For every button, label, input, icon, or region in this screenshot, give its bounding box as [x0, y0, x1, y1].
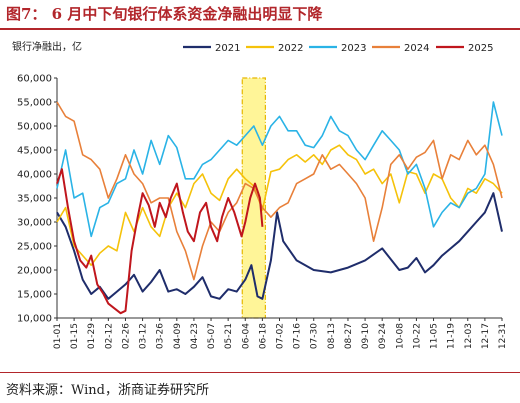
source-note: 资料来源：Wind，浙商证券研究所: [6, 383, 209, 398]
x-tick-label: 02-12: [104, 323, 114, 349]
y-tick-label: 40,000: [17, 170, 52, 181]
x-tick-label: 01-01: [53, 323, 63, 349]
y-tick-label: 20,000: [17, 266, 52, 277]
series-lines: [56, 101, 503, 315]
legend-label-2021: 2021: [215, 43, 240, 54]
x-tick-label: 12-31: [498, 323, 508, 349]
figure-title: 图7： 6 月中下旬银行体系资金净融出明显下降: [6, 5, 323, 23]
x-tick-label: 11-19: [447, 323, 457, 349]
x-tick-label: 09-24: [378, 323, 388, 349]
x-tick-label: 02-26: [121, 323, 131, 349]
series-line-2025: [56, 168, 264, 315]
y-tick-label: 60,000: [17, 74, 52, 85]
x-tick-label: 05-21: [224, 323, 234, 349]
line-chart: 银行净融出，亿 2021 2022 2023 2024 2025 10,000 15,00…: [12, 40, 508, 349]
y-tick-label: 15,000: [17, 290, 52, 301]
legend: 2021 2022 2023 2024 2025: [183, 43, 493, 54]
x-tick-label: 04-09: [173, 323, 183, 349]
y-tick-label: 30,000: [17, 218, 52, 229]
y-axis-ticks: 10,000 15,000 20,000 25,000 30,000 35,000 40,0…: [17, 74, 57, 325]
source-rule: [0, 372, 520, 373]
y-tick-label: 45,000: [17, 146, 52, 157]
y-tick-label: 10,000: [17, 314, 52, 325]
x-tick-label: 11-05: [430, 323, 440, 349]
x-axis-ticks: 01-01 01-15 01-29 02-12 02-26 03-12 03-26 04-09…: [53, 318, 508, 349]
series-line-2024: [56, 101, 503, 281]
series-line-2022: [56, 144, 503, 266]
x-tick-label: 06-04: [241, 323, 251, 349]
x-tick-label: 03-26: [156, 323, 166, 349]
x-tick-label: 12-03: [464, 323, 474, 349]
x-tick-label: 04-23: [190, 323, 200, 349]
x-tick-label: 08-27: [344, 323, 354, 349]
x-tick-label: 07-30: [310, 323, 320, 349]
y-tick-label: 25,000: [17, 242, 52, 253]
series-line-2021: [56, 192, 503, 300]
x-tick-label: 12-17: [481, 323, 491, 349]
x-tick-label: 07-16: [293, 323, 303, 349]
legend-label-2022: 2022: [278, 43, 303, 54]
x-tick-label: 10-22: [412, 323, 422, 349]
x-tick-label: 06-18: [258, 323, 268, 349]
axes: [56, 78, 502, 319]
x-tick-label: 05-07: [207, 323, 217, 349]
legend-label-2024: 2024: [404, 43, 429, 54]
legend-label-2025: 2025: [468, 43, 493, 54]
x-tick-label: 07-02: [276, 323, 286, 349]
x-tick-label: 08-13: [327, 323, 337, 349]
x-tick-label: 09-10: [361, 323, 371, 349]
series-line-2023: [56, 101, 503, 238]
x-tick-label: 01-29: [87, 323, 97, 349]
x-tick-label: 03-12: [139, 323, 149, 349]
x-tick-label: 01-15: [70, 323, 80, 349]
title-rule: [0, 28, 520, 30]
x-tick-label: 10-08: [395, 323, 405, 349]
y-tick-label: 35,000: [17, 194, 52, 205]
y-tick-label: 55,000: [17, 98, 52, 109]
legend-label-2023: 2023: [341, 43, 366, 54]
y-tick-label: 50,000: [17, 122, 52, 133]
y-axis-unit-label: 银行净融出，亿: [12, 40, 82, 53]
